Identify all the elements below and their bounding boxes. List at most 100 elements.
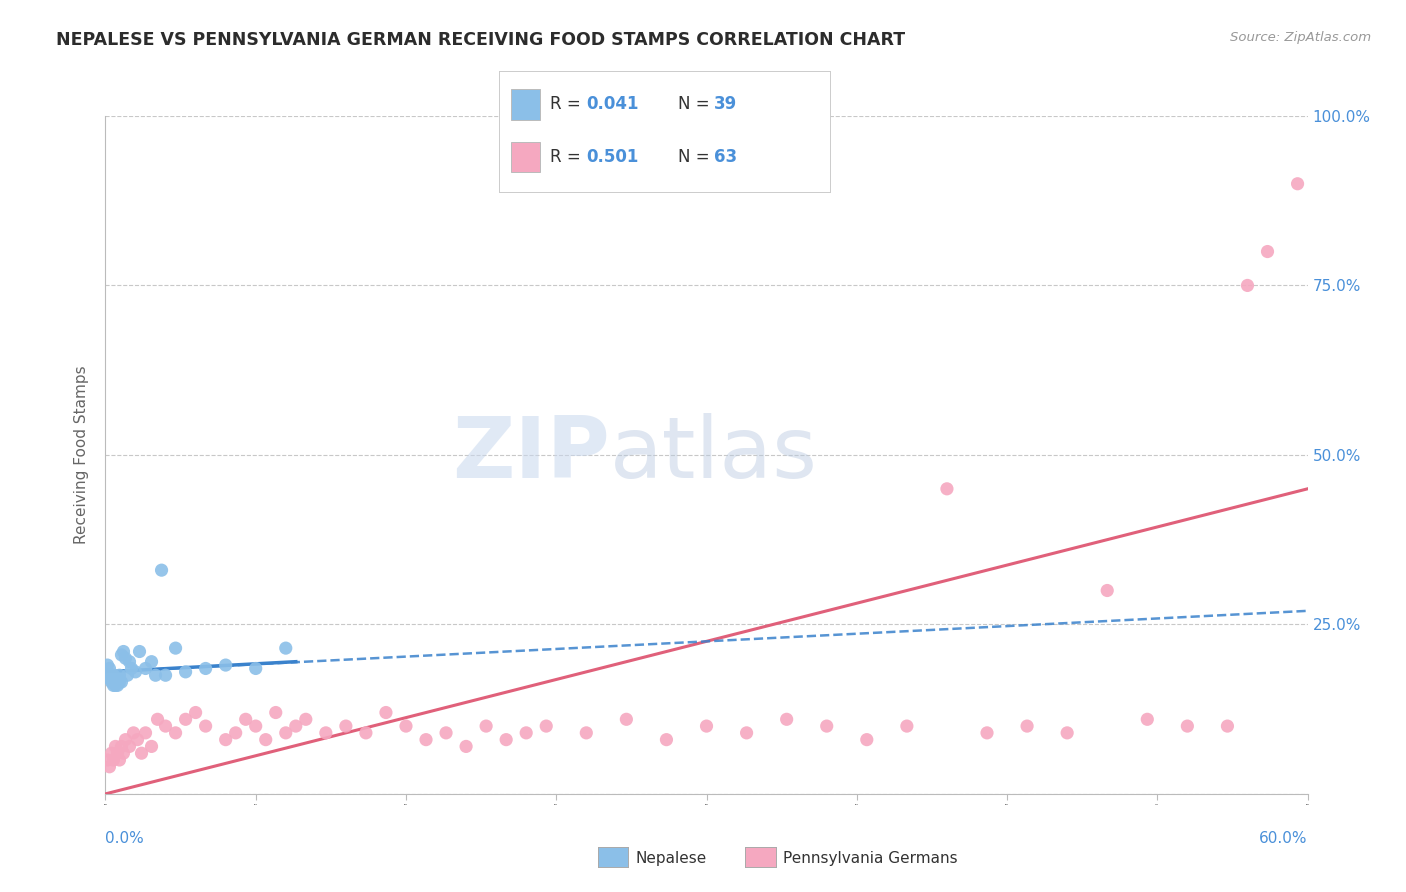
Point (135, 726, 157, 740)
Point (225, 726, 247, 740)
Point (165, 641, 187, 656)
Point (103, 675, 125, 690)
Point (155, 668, 177, 682)
Point (1017, 719, 1039, 733)
Point (214, 732, 236, 747)
Point (434, 726, 457, 740)
Point (108, 753, 131, 767)
Point (118, 739, 141, 754)
Point (254, 732, 277, 747)
Point (122, 726, 145, 740)
Text: Source: ZipAtlas.com: Source: ZipAtlas.com (1230, 31, 1371, 45)
Point (98, 668, 121, 682)
Text: NEPALESE VS PENNSYLVANIA GERMAN RECEIVING FOOD STAMPS CORRELATION CHART: NEPALESE VS PENNSYLVANIA GERMAN RECEIVIN… (56, 31, 905, 49)
Point (284, 719, 307, 733)
Text: R =: R = (550, 147, 586, 166)
Point (96, 753, 118, 767)
Point (245, 661, 267, 675)
Point (1136, 712, 1159, 726)
Point (141, 655, 163, 669)
Point (98, 672, 121, 686)
Point (117, 668, 139, 682)
Point (108, 675, 131, 690)
Point (165, 726, 187, 740)
Point (495, 732, 517, 747)
Point (146, 712, 169, 726)
Point (374, 706, 398, 720)
Text: N =: N = (678, 147, 714, 166)
Bar (510, 89, 540, 120)
Point (98, 760, 121, 774)
Point (395, 719, 418, 733)
Point (354, 726, 377, 740)
Point (214, 658, 236, 673)
Point (616, 712, 638, 726)
Point (104, 672, 127, 686)
Text: atlas: atlas (610, 413, 818, 497)
Text: R =: R = (550, 95, 586, 113)
Point (103, 678, 125, 692)
Text: Nepalese: Nepalese (636, 851, 707, 865)
Point (735, 726, 758, 740)
Point (295, 712, 318, 726)
Point (141, 739, 163, 754)
Point (315, 726, 337, 740)
Point (112, 746, 135, 760)
Point (815, 719, 838, 733)
Point (108, 668, 131, 682)
Point (103, 668, 125, 682)
Point (936, 482, 959, 496)
Point (121, 661, 143, 675)
Text: ZIP: ZIP (453, 413, 610, 497)
Point (855, 732, 877, 747)
Point (110, 739, 132, 754)
Point (155, 719, 177, 733)
Text: 0.041: 0.041 (586, 95, 640, 113)
Point (976, 726, 998, 740)
Point (103, 753, 125, 767)
Point (100, 746, 122, 760)
Text: 0.501: 0.501 (586, 147, 640, 166)
Point (110, 675, 132, 690)
Point (194, 719, 217, 733)
Point (104, 678, 127, 692)
Point (776, 712, 799, 726)
Point (124, 665, 146, 679)
Point (1177, 719, 1199, 733)
Point (174, 665, 197, 679)
Text: 0.0%: 0.0% (105, 831, 145, 847)
Point (100, 668, 122, 682)
Point (96, 668, 118, 682)
Point (1236, 278, 1258, 293)
Point (118, 655, 141, 669)
Y-axis label: Receiving Food Stamps: Receiving Food Stamps (75, 366, 90, 544)
Point (104, 675, 127, 690)
Point (96, 658, 118, 673)
Point (131, 746, 153, 760)
Text: 60.0%: 60.0% (1260, 831, 1308, 847)
Point (1216, 719, 1239, 733)
Point (114, 732, 136, 747)
Point (264, 706, 287, 720)
Point (575, 726, 598, 740)
Point (655, 732, 678, 747)
Point (1097, 583, 1119, 598)
Point (107, 746, 129, 760)
Text: Pennsylvania Germans: Pennsylvania Germans (783, 851, 957, 865)
Point (1286, 177, 1309, 191)
Point (100, 675, 122, 690)
Point (235, 712, 257, 726)
Point (104, 739, 127, 754)
Point (515, 726, 537, 740)
Point (184, 706, 207, 720)
Point (335, 719, 357, 733)
Point (1257, 244, 1279, 259)
Point (896, 719, 918, 733)
Point (127, 732, 149, 747)
Text: 63: 63 (714, 147, 737, 166)
Point (534, 719, 557, 733)
Point (98, 661, 121, 675)
Point (107, 672, 129, 686)
Point (100, 672, 122, 686)
Point (107, 678, 129, 692)
